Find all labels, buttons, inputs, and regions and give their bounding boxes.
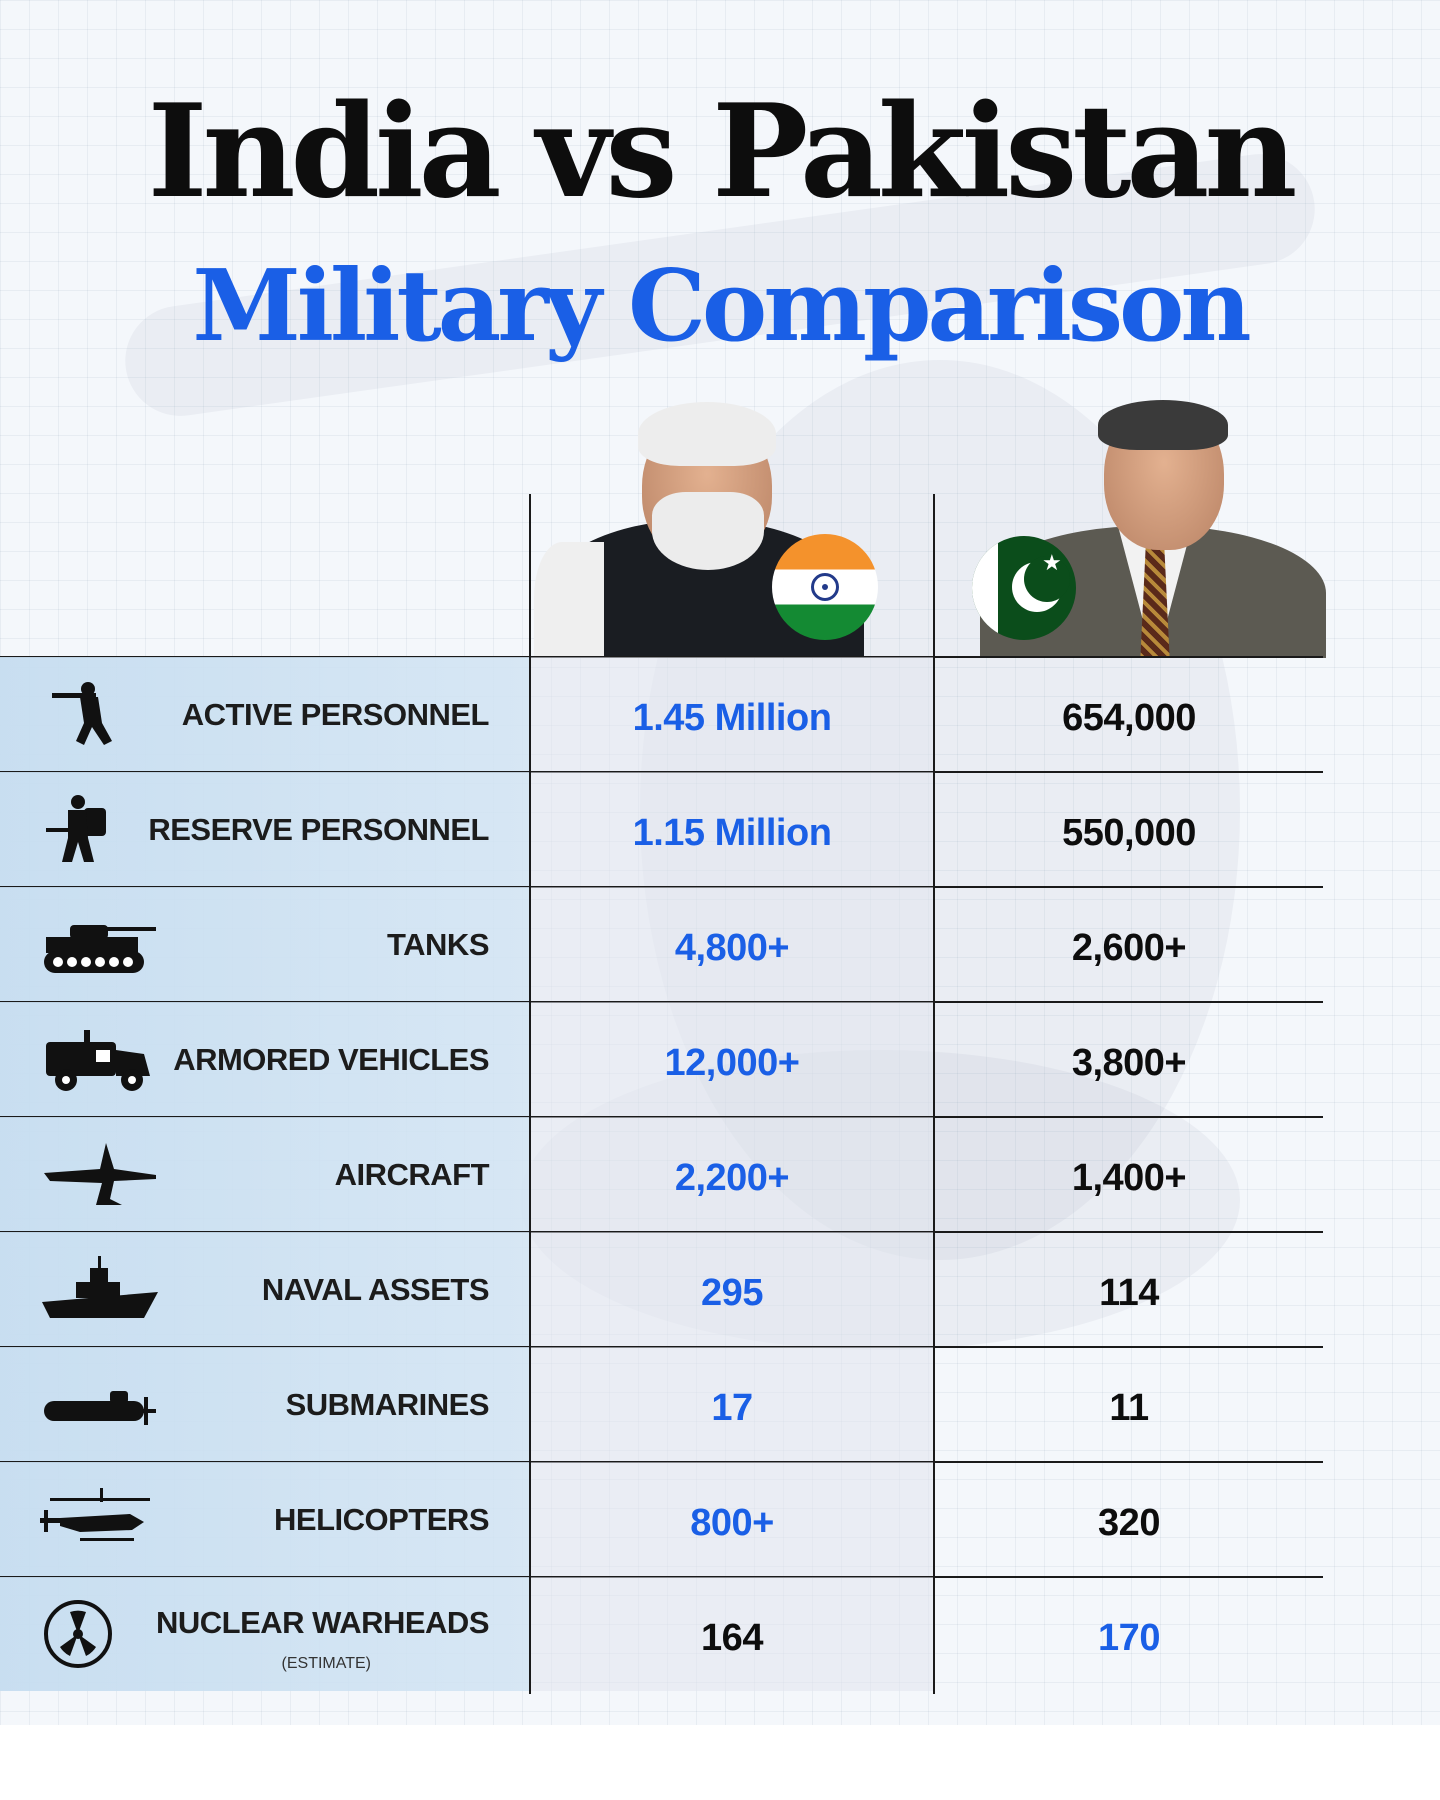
soldier-aiming-icon bbox=[40, 679, 160, 749]
pakistan-value: 3,800+ bbox=[1071, 1042, 1187, 1084]
background-bottom-band bbox=[0, 1725, 1440, 1800]
pakistan-value: 170 bbox=[1098, 1617, 1160, 1659]
row-label: NAVAL ASSETS bbox=[261, 1272, 490, 1307]
row-label-cell: TANKS bbox=[0, 887, 529, 1001]
radiation-icon bbox=[40, 1599, 160, 1669]
india-cell bbox=[531, 1347, 933, 1461]
ashoka-chakra-icon bbox=[811, 573, 839, 601]
row-label-cell: SUBMARINES bbox=[0, 1347, 529, 1461]
pakistan-flag-icon: ★ bbox=[972, 536, 1076, 640]
table-row: SUBMARINES 17 11 bbox=[0, 1347, 1323, 1461]
india-cell bbox=[531, 1117, 933, 1231]
india-value: 800+ bbox=[690, 1502, 774, 1544]
table-row: RESERVE PERSONNEL 1.15 Million 550,000 bbox=[0, 772, 1323, 886]
column-divider-left bbox=[529, 494, 531, 1694]
row-label-cell: NUCLEAR WARHEADS (ESTIMATE) bbox=[0, 1577, 529, 1691]
pakistan-value: 114 bbox=[1099, 1272, 1159, 1314]
india-leader-portrait bbox=[534, 392, 934, 658]
column-divider-right bbox=[933, 494, 935, 1694]
helicopter-icon bbox=[40, 1484, 160, 1554]
india-flag-icon bbox=[772, 534, 878, 640]
india-value: 1.15 Million bbox=[632, 812, 832, 854]
india-value: 164 bbox=[701, 1617, 763, 1659]
pakistan-value: 550,000 bbox=[1062, 812, 1196, 854]
pakistan-value: 1,400+ bbox=[1071, 1157, 1187, 1199]
india-value: 12,000+ bbox=[664, 1042, 800, 1084]
star-icon: ★ bbox=[1042, 550, 1062, 575]
pakistan-value: 2,600+ bbox=[1071, 927, 1187, 969]
fighter-jet-icon bbox=[40, 1139, 160, 1209]
page-subtitle: Military Comparison bbox=[192, 249, 1251, 364]
row-label-cell: AIRCRAFT bbox=[0, 1117, 529, 1231]
row-label: ARMORED VEHICLES bbox=[173, 1042, 489, 1077]
india-cell bbox=[531, 772, 933, 886]
table-row: AIRCRAFT 2,200+ 1,400+ bbox=[0, 1117, 1323, 1231]
soldier-backpack-icon bbox=[40, 794, 160, 864]
india-cell bbox=[531, 887, 933, 1001]
row-label: TANKS bbox=[387, 927, 489, 962]
india-cell bbox=[531, 657, 933, 771]
row-label: AIRCRAFT bbox=[334, 1157, 490, 1192]
row-note: (ESTIMATE) bbox=[281, 1655, 371, 1672]
india-cell bbox=[531, 1002, 933, 1116]
india-cell bbox=[531, 1577, 933, 1691]
row-label-cell: RESERVE PERSONNEL bbox=[0, 772, 529, 886]
row-label-cell: ARMORED VEHICLES bbox=[0, 1002, 529, 1116]
india-value: 4,800+ bbox=[674, 927, 790, 969]
armored-vehicle-icon bbox=[40, 1024, 160, 1094]
submarine-icon bbox=[40, 1369, 160, 1439]
table-row: NUCLEAR WARHEADS (ESTIMATE) 164 170 bbox=[0, 1577, 1323, 1691]
india-cell bbox=[531, 1462, 933, 1576]
pakistan-value: 11 bbox=[1109, 1387, 1149, 1429]
india-value: 295 bbox=[701, 1272, 763, 1314]
row-label: SUBMARINES bbox=[285, 1387, 490, 1422]
india-value: 17 bbox=[711, 1387, 753, 1429]
row-label: ACTIVE PERSONNEL bbox=[181, 697, 490, 732]
india-value: 1.45 Million bbox=[632, 697, 832, 739]
india-value: 2,200+ bbox=[674, 1157, 790, 1199]
pakistan-value: 654,000 bbox=[1062, 697, 1196, 739]
table-row: ACTIVE PERSONNEL 1.45 Million 654,000 bbox=[0, 657, 1323, 771]
row-label-cell: HELICOPTERS bbox=[0, 1462, 529, 1576]
table-row: ARMORED VEHICLES 12,000+ 3,800+ bbox=[0, 1002, 1323, 1116]
row-label-cell: NAVAL ASSETS bbox=[0, 1232, 529, 1346]
row-label: NUCLEAR WARHEADS bbox=[156, 1605, 490, 1640]
table-row: TANKS 4,800+ 2,600+ bbox=[0, 887, 1323, 1001]
pakistan-value: 320 bbox=[1098, 1502, 1160, 1544]
row-label: RESERVE PERSONNEL bbox=[148, 812, 489, 847]
tank-icon bbox=[40, 909, 160, 979]
row-label-cell: ACTIVE PERSONNEL bbox=[0, 657, 529, 771]
table-row: NAVAL ASSETS 295 114 bbox=[0, 1232, 1323, 1346]
row-label: HELICOPTERS bbox=[274, 1502, 489, 1537]
warship-icon bbox=[40, 1254, 160, 1324]
page-title: India vs Pakistan bbox=[147, 77, 1298, 227]
india-cell bbox=[531, 1232, 933, 1346]
table-row: HELICOPTERS 800+ 320 bbox=[0, 1462, 1323, 1576]
